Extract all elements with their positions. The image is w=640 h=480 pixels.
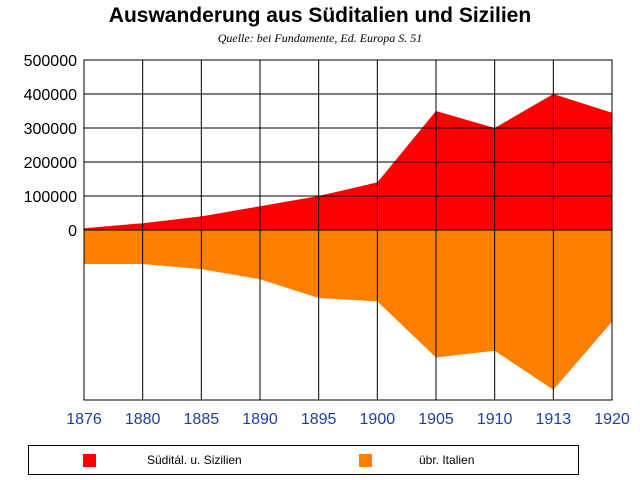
x-tick-label-9: 1920 [594,411,630,428]
y-tick-label-2: 300000 [24,121,77,138]
x-tick-label-0: 1876 [66,411,102,428]
x-tick-label-7: 1910 [477,411,513,428]
x-tick-label-8: 1913 [536,411,572,428]
y-tick-label-4: 100000 [24,189,77,206]
x-tick-label-3: 1890 [242,411,278,428]
legend-label-uebr: übr. Italien [419,453,475,467]
area-series-1 [84,230,612,390]
x-tick-label-5: 1900 [360,411,396,428]
x-tick-label-4: 1895 [301,411,337,428]
legend: Süditál. u. Sizilien übr. Italien [28,445,579,475]
y-tick-label-3: 200000 [24,155,77,172]
legend-label-sued: Süditál. u. Sizilien [147,453,242,467]
x-tick-label-6: 1905 [418,411,454,428]
x-tick-label-2: 1885 [184,411,220,428]
plot-border [83,59,613,401]
y-tick-label-0: 500000 [24,53,77,70]
area-chart: 500000 400000 300000 200000 100000 0 1876 1880 1… [24,53,630,428]
y-tick-label-5: 0 [68,223,77,240]
chart-subtitle: Quelle: bei Fundamente, Ed. Europa S. 51 [217,31,423,45]
legend-swatch-uebr [359,454,372,467]
chart-title: Auswanderung aus Süditalien und Sizilien [108,4,532,27]
y-tick-label-1: 400000 [24,87,77,104]
x-tick-label-1: 1880 [125,411,161,428]
legend-swatch-sued [83,454,96,467]
